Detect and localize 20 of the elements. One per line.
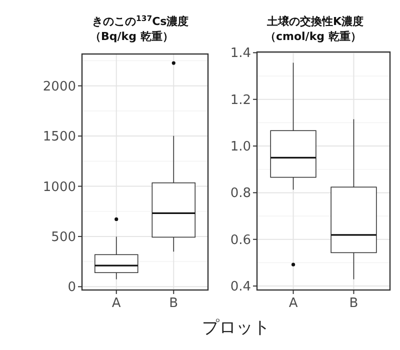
chart-title: きのこの$^{137}$Cs濃度 [92, 14, 189, 28]
y-tick-label: 0.4 [230, 280, 251, 295]
chart-title: 土壌の交換性K濃度 [266, 15, 364, 28]
y-tick-label: 2000 [42, 79, 76, 94]
y-tick-label: 0 [68, 280, 76, 296]
chart-subtitle: （cmol/kg 乾重） [265, 30, 362, 43]
x-tick-label: A [112, 296, 121, 311]
y-tick-label: 0.8 [230, 186, 251, 202]
x-tick-label: A [288, 296, 298, 311]
x-axis-title: プロット [202, 318, 270, 338]
x-tick-label: B [349, 296, 358, 311]
y-tick-label: 1.2 [230, 92, 251, 108]
y-tick-label: 500 [51, 230, 76, 245]
y-tick-label: 1.0 [230, 140, 251, 155]
chart-subtitle: （Bq/kg 乾重） [90, 30, 174, 43]
y-tick-label: 1500 [42, 130, 76, 145]
y-tick-label: 1.4 [230, 46, 251, 62]
y-tick-label: 0.6 [230, 232, 251, 248]
y-tick-label: 1000 [42, 180, 76, 195]
x-tick-label: B [169, 296, 178, 311]
